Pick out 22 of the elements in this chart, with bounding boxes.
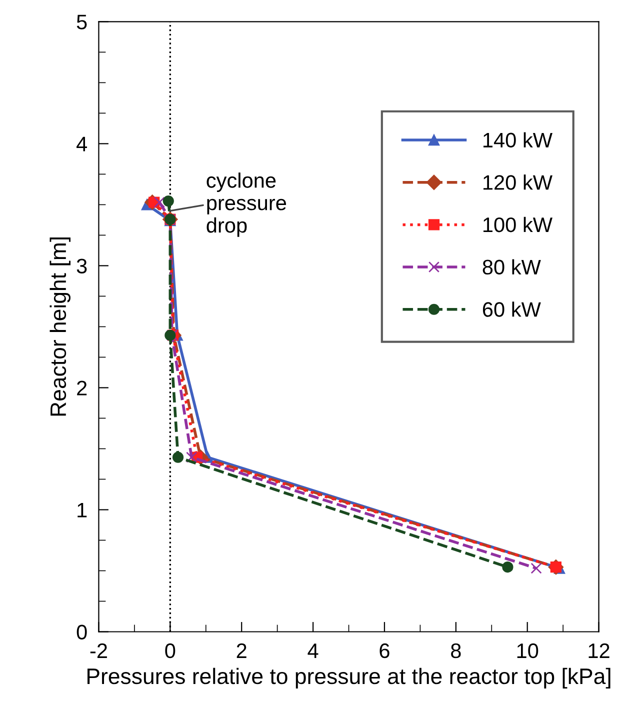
annotation: cyclone pressure drop [206,172,286,237]
x-tick-label: 8 [451,643,461,658]
y-tick-label: 5 [76,14,87,30]
x-axis-title: Pressures relative to pressure at the reactor top [kPa] [88,668,610,689]
x-tick-label: 2 [236,643,246,658]
x-tick-label: -2 [90,643,107,658]
x-tick-label: 6 [380,643,390,658]
legend-label: 140 kW [483,132,552,148]
y-tick-label: 2 [77,380,87,396]
y-tick-label: 4 [76,136,88,152]
legend-label: 80 kW [482,259,541,275]
legend-label: 100 kW [483,216,552,232]
x-tick-label: 0 [165,643,176,658]
y-axis-title: Reactor height [m] [50,238,70,416]
y-tick-label: 1 [78,502,87,518]
x-tick-label: 4 [308,644,318,658]
legend-label: 120 kW [483,174,552,190]
x-tick-label: 10 [517,643,538,658]
y-tick-label: 0 [76,624,87,640]
y-tick-label: 3 [76,258,87,274]
x-tick-label: 12 [588,643,610,658]
legend-label: 60 kW [482,302,541,317]
